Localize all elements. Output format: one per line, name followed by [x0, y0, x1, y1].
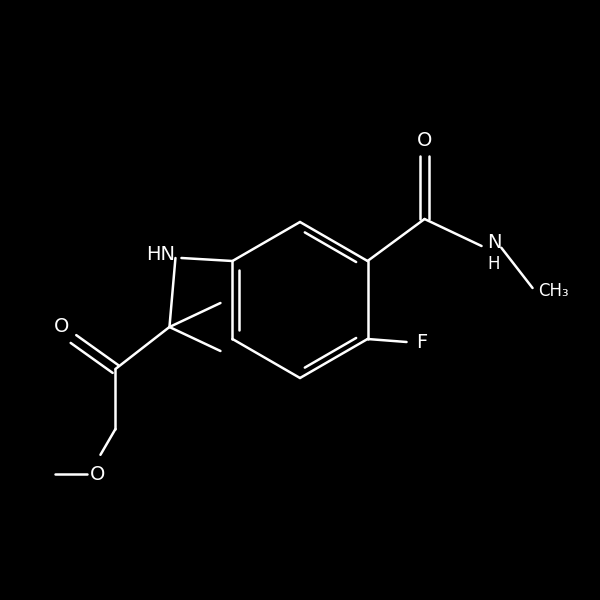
Text: HN: HN — [146, 245, 175, 265]
Text: N: N — [488, 233, 502, 253]
Text: F: F — [416, 332, 427, 352]
Text: O: O — [417, 131, 432, 151]
Text: O: O — [90, 464, 105, 484]
Text: CH₃: CH₃ — [539, 282, 569, 300]
Text: O: O — [54, 317, 69, 337]
Text: H: H — [488, 255, 500, 273]
